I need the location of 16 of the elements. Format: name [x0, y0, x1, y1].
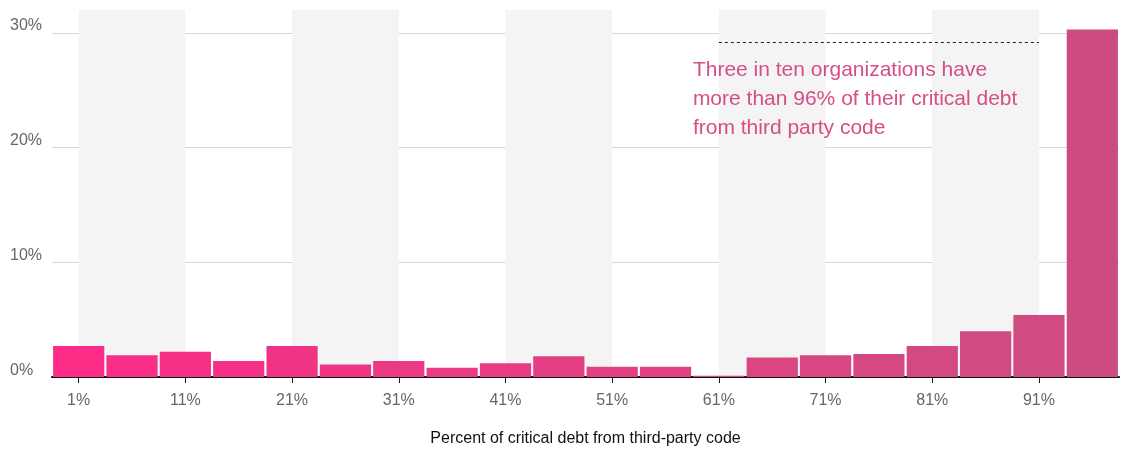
y-tick-label: 20% — [10, 131, 43, 149]
y-tick-label: 30% — [10, 16, 43, 34]
x-axis-title: Percent of critical debt from third-party code — [430, 428, 741, 446]
x-tick-label: 51% — [596, 390, 629, 408]
y-tick-label: 0% — [10, 360, 34, 378]
x-tick-label: 21% — [276, 390, 309, 408]
y-tick-label: 10% — [10, 245, 43, 263]
x-tick-label: 31% — [382, 390, 415, 408]
x-tick-label: 1% — [67, 390, 91, 408]
x-tick-label: 61% — [702, 390, 735, 408]
x-tick-label: 41% — [489, 390, 522, 408]
x-tick-label: 11% — [169, 390, 201, 408]
x-tick-label: 81% — [916, 390, 949, 408]
x-tick-label: 71% — [809, 390, 842, 408]
x-tick-label: 91% — [1022, 390, 1055, 408]
ref-line-label: Three in ten organizations have more than 96% of their critical debt from third party code — [692, 57, 1024, 139]
